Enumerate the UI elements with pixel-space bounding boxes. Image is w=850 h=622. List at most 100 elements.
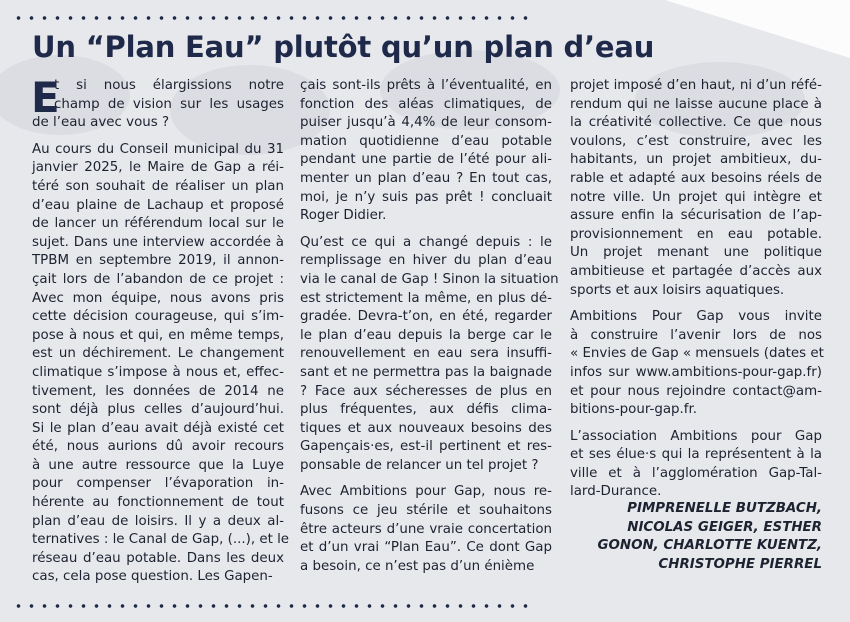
text-line: tivement, les données de 2014 ne	[32, 383, 284, 399]
text-line: habitants, un projet ambitieux, du-	[570, 152, 822, 168]
paragraph: Avec Ambitions pour Gap, nous re-fusons …	[300, 483, 552, 576]
text-line: d’eau plaine de Lachaup et proposé	[32, 197, 284, 213]
text-line: Si le plan d’eau avait déjà existé cet	[32, 420, 284, 436]
text-line: voulons, c’est construire, avec les	[570, 133, 822, 149]
text-line: bitions-pour-gap.fr.	[570, 402, 698, 418]
text-line: est un déchirement. Le changement	[32, 346, 284, 362]
text-line: cas, cela pose question. Les Gapen-	[32, 569, 273, 585]
text-line: sports et aux loisirs aquatiques.	[570, 282, 785, 298]
bubble-shape	[0, 55, 130, 135]
text-line: janvier 2025, le Maire de Gap a réi-	[32, 160, 284, 176]
signature-line: NICOLAS GEIGER, ESTHER	[627, 519, 822, 535]
paragraph: projet imposé d’en haut, ni d’un réfé-re…	[570, 77, 822, 300]
text-line: Au cours du Conseil municipal du 31	[32, 141, 284, 157]
signature-line: GONON, CHARLOTTE KUENTZ,	[597, 538, 822, 554]
text-line: ? Face aux sécheresses de plus en	[300, 383, 552, 399]
text-line: Un projet menant une politique	[570, 245, 822, 261]
text-line: été, nous aurions dû avoir recours	[32, 439, 284, 455]
text-line: L’association Ambitions pour Gap	[570, 428, 822, 444]
text-line: ternatives : le Canal de Gap, (...), et …	[32, 532, 290, 548]
text-line: sujet. Dans une interview accordée à	[32, 234, 284, 250]
text-line: à une autre ressource que la Luye	[32, 457, 284, 473]
text-line: pose à nous et qui, en même temps,	[32, 327, 284, 343]
text-line: rendum qui ne laisse aucune place à	[570, 96, 822, 112]
text-line: Avec mon équipe, nous avons pris	[32, 290, 284, 306]
text-line: çait lors de l’abandon de ce projet :	[32, 271, 284, 287]
text-line: infos sur www.ambitions-pour-gap.fr)	[570, 364, 822, 380]
text-line: moi, je n’y suis pas prêt ! concluait	[300, 189, 552, 205]
text-line: fusons ce jeu stérile et souhaitons	[300, 503, 552, 519]
text-line: çais sont-ils prêts à l’éventualité, en	[300, 78, 552, 93]
bubble-shape	[380, 50, 560, 130]
signature: PIMPRENELLE BUTZBACH, NICOLAS GEIGER, EST…	[597, 500, 822, 574]
text-line: cette décision courageuse, qui s’im-	[32, 309, 284, 325]
text-line: sont déjà plus celles d’aujourd’hui.	[32, 402, 284, 418]
text-line: climatique s’impose à nous et, effec-	[32, 364, 284, 380]
text-line: menter un plan d’eau ? En tout cas,	[300, 170, 552, 186]
text-line: pour compenser l’évaporation in-	[32, 476, 284, 492]
text-line: TPBM en septembre 2019, il annon-	[32, 253, 284, 269]
text-line: fonction des aléas climatiques, de	[300, 96, 552, 112]
article-title: Un “Plan Eau” plutôt qu’un plan d’eau	[32, 30, 655, 64]
text-line: ville et à l’agglomération Gap-Tal-	[570, 465, 822, 481]
text-line: à construire l’avenir lors de nos	[570, 327, 822, 343]
text-line: Qu’est ce qui a changé depuis : le	[300, 234, 552, 250]
dotted-rule	[12, 604, 532, 608]
text-line: Ambitions Pour Gap vous invite	[570, 309, 822, 325]
bubble-shape	[635, 62, 805, 138]
text-column: projet imposé d’en haut, ni d’un réfé-re…	[570, 77, 824, 510]
text-line: projet imposé d’en haut, ni d’un réfé-	[570, 78, 822, 93]
text-line: puiser jusqu’à 4,4% de leur consom-	[300, 115, 552, 131]
text-line: être acteurs d’une vraie concertation	[300, 521, 552, 537]
text-line: est strictement la même, en plus dé-	[300, 290, 552, 306]
text-line: mation quotidienne d’eau potable	[300, 133, 552, 149]
text-line: la créativité collective. Ce que nous	[570, 115, 822, 131]
signature-line: CHRISTOPHE PIERREL	[658, 556, 822, 572]
corner-shape	[665, 0, 850, 58]
text-line: assure enfin la sécurisation de l’ap-	[570, 208, 822, 224]
text-line: ambitieuse et partagée d’accès aux	[570, 263, 822, 279]
text-line: via le canal de Gap ! Sinon la situation	[300, 271, 559, 287]
dotted-rule	[12, 16, 532, 20]
text-line: sant et ne permettra pas la baignade	[300, 364, 552, 380]
text-line: le plan d’eau depuis la berge car le	[300, 327, 552, 343]
text-line: de lancer un référendum local sur le	[32, 216, 284, 232]
text-line: rable et adapté aux besoins réels de	[570, 170, 822, 186]
text-line: et d’un vrai “Plan Eau”. Ce dont Gap	[300, 540, 552, 556]
text-line: champ de vision sur les usages	[54, 96, 284, 112]
text-line: et ses élue·s qui la représentent à la	[570, 447, 822, 463]
text-line: « Envies de Gap « mensuels (dates et	[570, 346, 824, 362]
paragraph: L’association Ambitions pour Gap et ses é…	[570, 428, 822, 502]
text-line: réseau d’eau potable. Dans les deux	[32, 550, 284, 566]
text-line: t si nous élargissions notre	[54, 78, 284, 93]
text-line: plus fréquentes, aux défis clima-	[300, 402, 552, 418]
text-line: de l’eau avec vous ?	[32, 115, 170, 131]
drop-cap: E	[31, 73, 60, 122]
text-line: remplissage en hiver du plan d’eau	[300, 253, 552, 269]
text-line: provisionnement en eau potable.	[570, 226, 822, 242]
text-line: téré son souhait de réaliser un plan	[32, 178, 284, 194]
text-line: lard-Durance.	[570, 484, 662, 500]
signature-line: PIMPRENELLE BUTZBACH,	[627, 501, 822, 516]
text-line: plan d’eau de loisirs. Il y a deux al-	[32, 513, 284, 529]
text-line: notre ville. Un projet qui intègre et	[570, 189, 822, 205]
text-line: hérente au fonctionnement de tout	[32, 495, 284, 511]
text-line: Roger Didier.	[300, 208, 387, 224]
text-line: Avec Ambitions pour Gap, nous re-	[300, 484, 552, 500]
paragraph: Qu’est ce qui a changé depuis : le rempli…	[300, 234, 559, 476]
paragraph: Au cours du Conseil municipal du 31 janvi…	[32, 141, 290, 587]
paragraph: Ambitions Pour Gap vous invite à construi…	[570, 308, 824, 420]
bubble-shape	[170, 65, 330, 155]
text-line: pendant une partie de l’été pour ali-	[300, 152, 552, 168]
text-line: gradée. Devra-t’on, en été, regarder	[300, 309, 552, 325]
paragraph: çais sont-ils prêts à l’éventualité, en f…	[300, 77, 552, 226]
text-line: et pour nous rejoindre contact@am-	[570, 383, 822, 399]
text-line: renouvellement en eau sera insuffi-	[300, 346, 552, 362]
text-column: çais sont-ils prêts à l’éventualité, en f…	[300, 77, 559, 584]
text-line: ponsable de relancer un tel projet ?	[300, 457, 539, 473]
